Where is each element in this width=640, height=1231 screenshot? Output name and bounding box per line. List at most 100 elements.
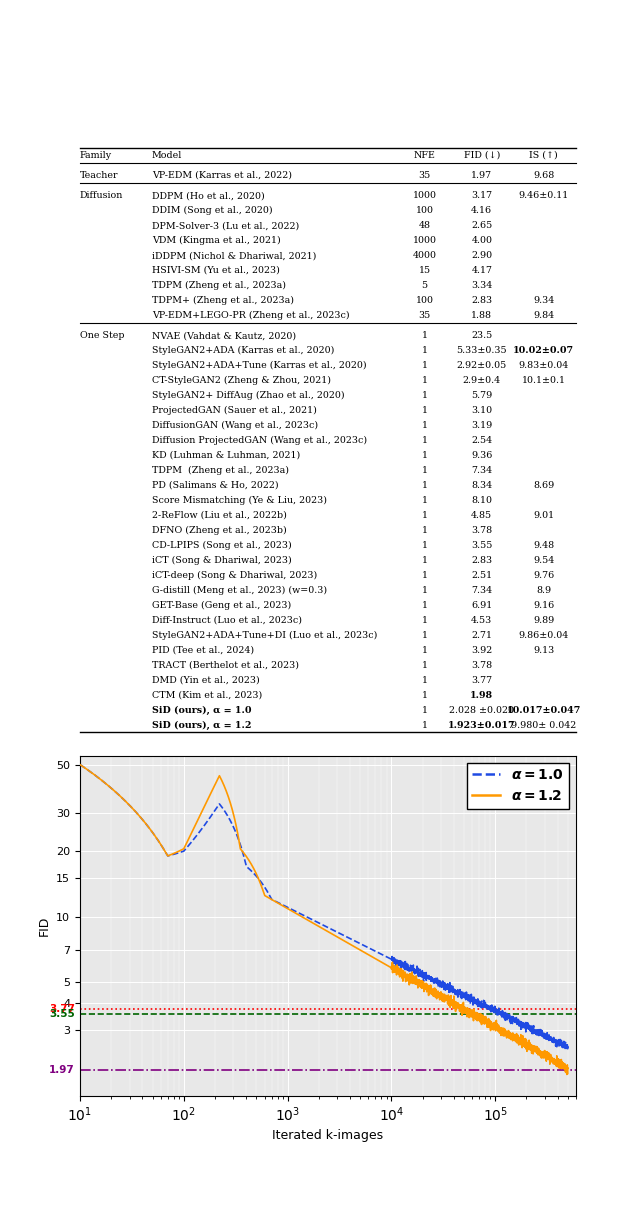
Text: 10.1±0.1: 10.1±0.1 (522, 377, 566, 385)
Text: DiffusionGAN (Wang et al., 2023c): DiffusionGAN (Wang et al., 2023c) (152, 421, 318, 430)
Text: 1: 1 (422, 720, 428, 730)
Text: 2.83: 2.83 (471, 295, 492, 305)
Text: 100: 100 (416, 295, 434, 305)
Text: 1: 1 (422, 630, 428, 640)
Text: 2-ReFlow (Liu et al., 2022b): 2-ReFlow (Liu et al., 2022b) (152, 511, 287, 519)
Text: DPM-Solver-3 (Lu et al., 2022): DPM-Solver-3 (Lu et al., 2022) (152, 222, 299, 230)
Text: CD-LPIPS (Song et al., 2023): CD-LPIPS (Song et al., 2023) (152, 540, 292, 550)
Text: 1: 1 (422, 451, 428, 460)
Text: 1: 1 (422, 705, 428, 714)
Text: 2.54: 2.54 (471, 436, 492, 444)
Text: Score Mismatching (Ye & Liu, 2023): Score Mismatching (Ye & Liu, 2023) (152, 496, 327, 505)
Text: 1: 1 (422, 586, 428, 595)
Text: 6.91: 6.91 (471, 601, 492, 609)
Text: 3.78: 3.78 (471, 526, 492, 534)
Text: 1.97: 1.97 (471, 171, 492, 180)
Text: CT-StyleGAN2 (Zheng & Zhou, 2021): CT-StyleGAN2 (Zheng & Zhou, 2021) (152, 375, 331, 385)
Text: 9.76: 9.76 (533, 571, 554, 580)
Text: 3.10: 3.10 (471, 406, 492, 415)
Text: 1: 1 (422, 676, 428, 684)
Text: 1.923±0.017: 1.923±0.017 (448, 720, 516, 730)
Text: 1: 1 (422, 421, 428, 430)
Text: NFE: NFE (414, 150, 436, 160)
Text: 8.34: 8.34 (471, 481, 492, 490)
Text: 1: 1 (422, 645, 428, 655)
Text: VP-EDM+LEGO-PR (Zheng et al., 2023c): VP-EDM+LEGO-PR (Zheng et al., 2023c) (152, 311, 349, 320)
Text: StyleGAN2+ADA (Karras et al., 2020): StyleGAN2+ADA (Karras et al., 2020) (152, 346, 334, 356)
Text: GET-Base (Geng et al., 2023): GET-Base (Geng et al., 2023) (152, 601, 291, 609)
Text: 9.16: 9.16 (533, 601, 554, 609)
Text: VP-EDM (Karras et al., 2022): VP-EDM (Karras et al., 2022) (152, 171, 292, 180)
Text: 1: 1 (422, 555, 428, 565)
Text: DMD (Yin et al., 2023): DMD (Yin et al., 2023) (152, 676, 260, 684)
Text: 9.13: 9.13 (533, 645, 554, 655)
Text: PD (Salimans & Ho, 2022): PD (Salimans & Ho, 2022) (152, 481, 278, 490)
Text: 1: 1 (422, 361, 428, 371)
Text: 3.78: 3.78 (471, 661, 492, 670)
Text: 1: 1 (422, 391, 428, 400)
Text: iCT-deep (Song & Dhariwal, 2023): iCT-deep (Song & Dhariwal, 2023) (152, 571, 317, 580)
Text: 2.51: 2.51 (471, 571, 492, 580)
Text: 4.53: 4.53 (471, 616, 492, 624)
Text: SiD (ours), α = 1.2: SiD (ours), α = 1.2 (152, 720, 252, 730)
Text: 1: 1 (422, 511, 428, 519)
Text: TRACT (Berthelot et al., 2023): TRACT (Berthelot et al., 2023) (152, 661, 299, 670)
Text: FID (↓): FID (↓) (463, 150, 500, 160)
Text: 35: 35 (419, 171, 431, 180)
Text: HSIVI-SM (Yu et al., 2023): HSIVI-SM (Yu et al., 2023) (152, 266, 280, 275)
Text: 7.34: 7.34 (471, 465, 492, 475)
Text: 1: 1 (422, 346, 428, 355)
Text: One Step: One Step (80, 331, 125, 340)
Text: 9.980± 0.042: 9.980± 0.042 (511, 720, 577, 730)
Text: 3.55: 3.55 (49, 1009, 75, 1019)
Text: CTM (Kim et al., 2023): CTM (Kim et al., 2023) (152, 691, 262, 699)
Text: 4000: 4000 (413, 251, 436, 260)
Text: 1: 1 (422, 601, 428, 609)
Text: 9.48: 9.48 (533, 540, 554, 550)
Text: 1: 1 (422, 691, 428, 699)
Text: 5.33±0.35: 5.33±0.35 (456, 346, 507, 355)
Text: 8.10: 8.10 (471, 496, 492, 505)
Text: SiD (ours), α = 1.0: SiD (ours), α = 1.0 (152, 705, 252, 715)
Text: 9.86±0.04: 9.86±0.04 (518, 630, 569, 640)
Text: 3.17: 3.17 (471, 191, 492, 201)
Text: 4.00: 4.00 (471, 236, 492, 245)
Text: Teacher: Teacher (80, 171, 118, 180)
Text: 15: 15 (419, 266, 431, 275)
Text: 1.88: 1.88 (471, 311, 492, 320)
Text: 1: 1 (422, 481, 428, 490)
Text: StyleGAN2+ADA+Tune+DI (Luo et al., 2023c): StyleGAN2+ADA+Tune+DI (Luo et al., 2023c… (152, 630, 378, 640)
Text: 1: 1 (422, 465, 428, 475)
Text: 2.65: 2.65 (471, 222, 492, 230)
Text: 48: 48 (419, 222, 431, 230)
Text: 7.34: 7.34 (471, 586, 492, 595)
Text: 2.9±0.4: 2.9±0.4 (463, 377, 501, 385)
Text: 3.77: 3.77 (49, 1003, 75, 1013)
Text: NVAE (Vahdat & Kautz, 2020): NVAE (Vahdat & Kautz, 2020) (152, 331, 296, 340)
Text: 9.01: 9.01 (533, 511, 554, 519)
X-axis label: Iterated k-images: Iterated k-images (273, 1130, 383, 1142)
Text: 10.017±0.047: 10.017±0.047 (507, 705, 581, 714)
Text: DFNO (Zheng et al., 2023b): DFNO (Zheng et al., 2023b) (152, 526, 287, 535)
Text: 4.16: 4.16 (471, 206, 492, 215)
Text: 2.028 ±0.020: 2.028 ±0.020 (449, 705, 515, 714)
Text: 9.89: 9.89 (533, 616, 554, 624)
Text: DDPM (Ho et al., 2020): DDPM (Ho et al., 2020) (152, 191, 265, 201)
Text: 1: 1 (422, 616, 428, 624)
Text: 1000: 1000 (413, 191, 436, 201)
Text: 1: 1 (422, 661, 428, 670)
Text: 4.85: 4.85 (471, 511, 492, 519)
Text: Family: Family (80, 150, 112, 160)
Text: iDDPM (Nichol & Dhariwal, 2021): iDDPM (Nichol & Dhariwal, 2021) (152, 251, 316, 260)
Text: StyleGAN2+ADA+Tune (Karras et al., 2020): StyleGAN2+ADA+Tune (Karras et al., 2020) (152, 361, 367, 371)
Text: VDM (Kingma et al., 2021): VDM (Kingma et al., 2021) (152, 236, 281, 245)
Text: 2.83: 2.83 (471, 555, 492, 565)
Text: Diffusion: Diffusion (80, 191, 124, 201)
Text: PID (Tee et al., 2024): PID (Tee et al., 2024) (152, 645, 254, 655)
Text: TDPM  (Zheng et al., 2023a): TDPM (Zheng et al., 2023a) (152, 465, 289, 475)
Text: 1: 1 (422, 540, 428, 550)
Text: ProjectedGAN (Sauer et al., 2021): ProjectedGAN (Sauer et al., 2021) (152, 406, 317, 415)
Text: 9.84: 9.84 (533, 311, 554, 320)
Text: 10.02±0.07: 10.02±0.07 (513, 346, 574, 355)
Text: Diffusion ProjectedGAN (Wang et al., 2023c): Diffusion ProjectedGAN (Wang et al., 202… (152, 436, 367, 446)
